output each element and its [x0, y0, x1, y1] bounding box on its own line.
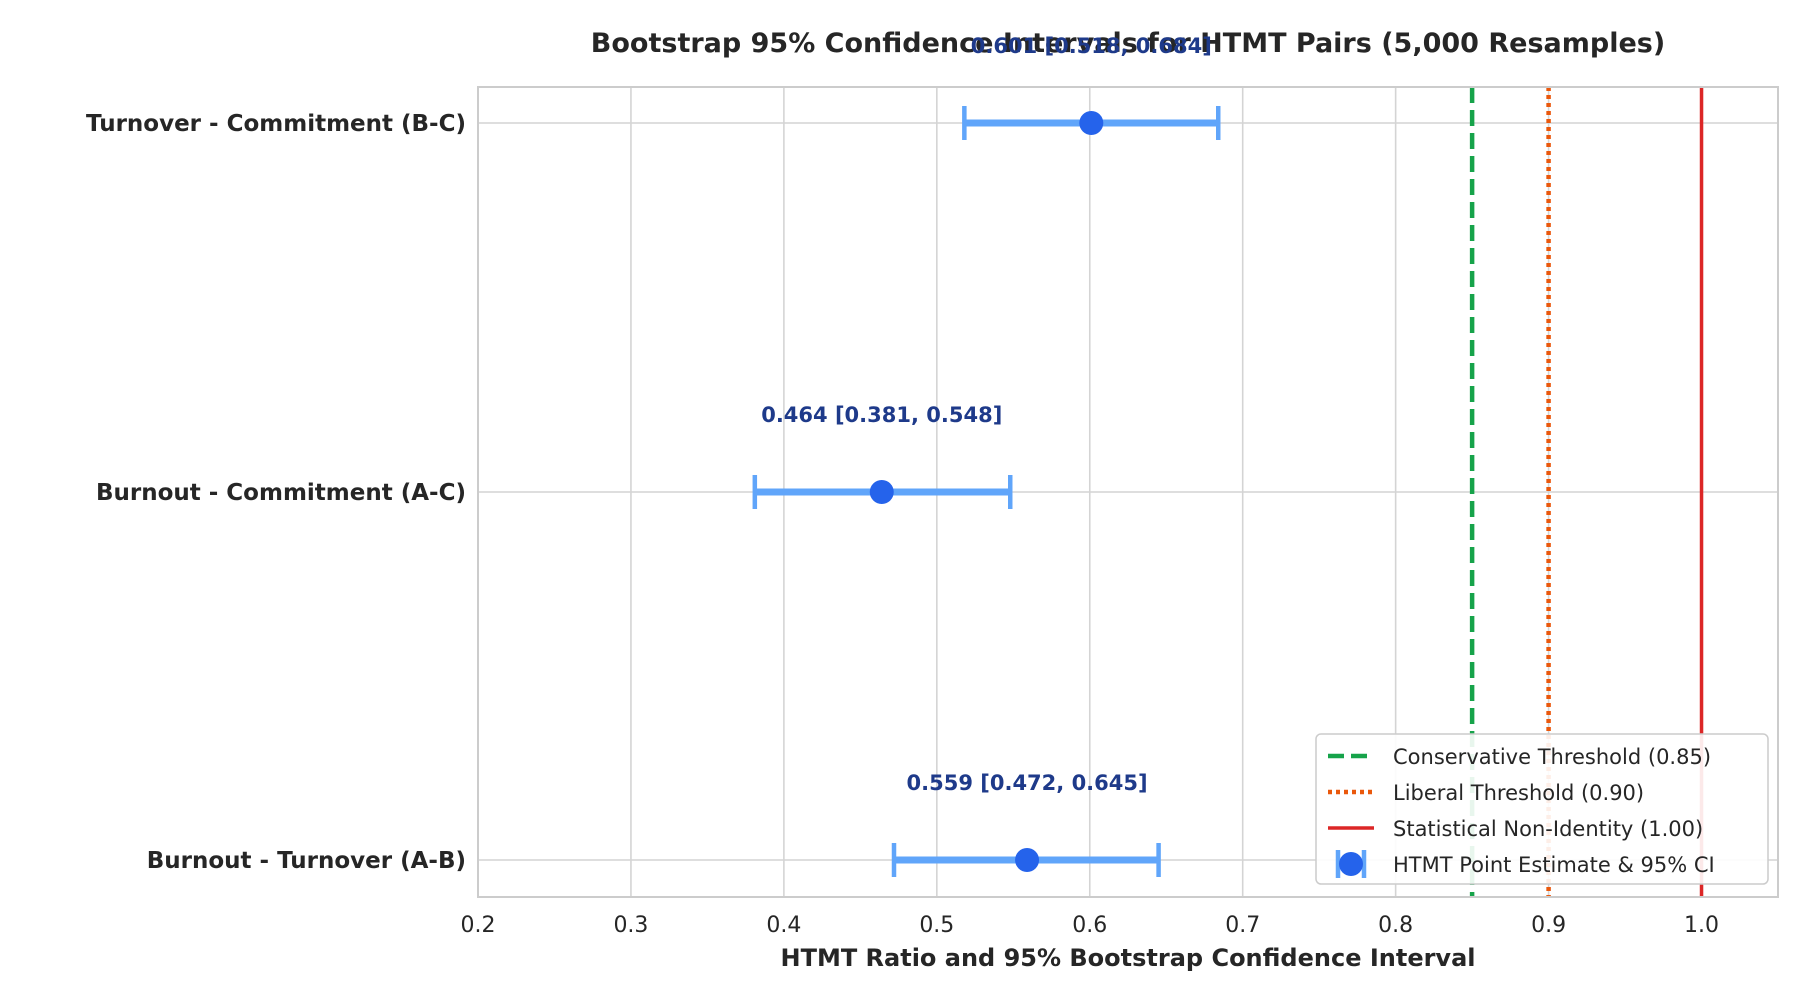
ci-annotation: 0.464 [0.381, 0.548]	[761, 403, 1002, 427]
legend: Conservative Threshold (0.85) Liberal Thr…	[1315, 733, 1769, 885]
x-tick-label: 0.2	[461, 913, 496, 938]
legend-swatch-point	[1339, 852, 1363, 876]
y-tick-label: Burnout - Turnover (A-B)	[147, 848, 466, 874]
x-tick-labels: 0.2 0.3 0.4 0.5 0.6 0.7 0.8 0.9 1.0	[461, 913, 1720, 938]
chart-title: Bootstrap 95% Confidence Intervals for H…	[591, 28, 1665, 59]
x-axis-label: HTMT Ratio and 95% Bootstrap Confidence …	[780, 944, 1475, 972]
y-tick-labels: Burnout - Turnover (A-B) Burnout - Commit…	[86, 111, 466, 874]
x-tick-label: 0.9	[1531, 913, 1566, 938]
x-tick-label: 0.6	[1072, 913, 1107, 938]
legend-label: Conservative Threshold (0.85)	[1393, 745, 1711, 769]
ci-series: 0.559 [0.472, 0.645] 0.464 [0.381, 0.548]…	[752, 34, 1221, 877]
plot-frame	[477, 86, 1779, 898]
y-tick-label: Turnover - Commitment (B-C)	[86, 111, 466, 137]
legend-label: HTMT Point Estimate & 95% CI	[1393, 853, 1715, 877]
x-tick-label: 0.7	[1225, 913, 1260, 938]
ci-annotation: 0.559 [0.472, 0.645]	[907, 771, 1148, 795]
x-tick-label: 1.0	[1684, 913, 1719, 938]
x-tick-label: 0.4	[766, 913, 801, 938]
legend-label: Liberal Threshold (0.90)	[1393, 781, 1644, 805]
point-estimate	[1079, 111, 1104, 135]
legend-label: Statistical Non-Identity (1.00)	[1393, 817, 1703, 841]
point-estimate	[869, 480, 894, 504]
x-tick-label: 0.5	[919, 913, 954, 938]
ci-annotation: 0.601 [0.518, 0.684]	[971, 34, 1212, 58]
legend-box	[1315, 733, 1769, 885]
point-estimate	[1015, 848, 1040, 872]
x-tick-label: 0.3	[613, 913, 648, 938]
x-tick-label: 0.8	[1378, 913, 1413, 938]
y-tick-label: Burnout - Commitment (A-C)	[96, 480, 466, 506]
